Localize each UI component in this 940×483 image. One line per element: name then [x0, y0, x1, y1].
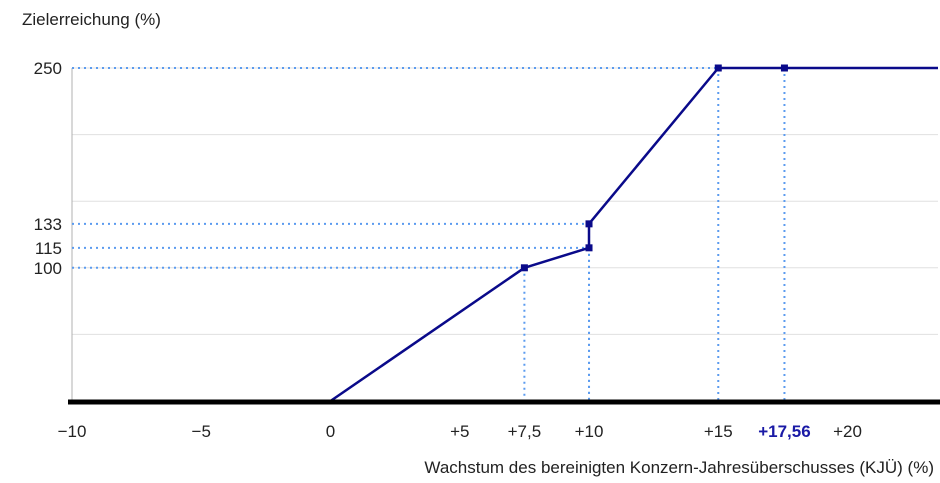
y-tick-label: 250 — [34, 59, 62, 78]
x-tick-label: +15 — [704, 422, 733, 441]
data-point-marker — [585, 244, 593, 252]
y-tick-label: 100 — [34, 259, 62, 278]
x-tick-label: 0 — [326, 422, 335, 441]
x-tick-label: +20 — [833, 422, 862, 441]
y-tick-label: 115 — [35, 239, 62, 258]
y-tick-label: 133 — [34, 215, 62, 234]
series-line — [72, 66, 938, 403]
data-point-marker — [520, 264, 528, 272]
x-tick-label: −5 — [192, 422, 211, 441]
x-tick-label: +10 — [575, 422, 604, 441]
y-axis-title: Zielerreichung (%) — [22, 10, 161, 29]
x-tick-label: +7,5 — [508, 422, 542, 441]
data-point-marker — [585, 220, 593, 228]
x-tick-label: +5 — [450, 422, 469, 441]
x-tick-label: +17,56 — [758, 422, 810, 441]
data-point-marker — [780, 64, 788, 72]
x-axis-title: Wachstum des bereinigten Konzern-Jahresü… — [424, 458, 934, 477]
data-point-marker — [714, 64, 722, 72]
x-tick-label: −10 — [58, 422, 87, 441]
